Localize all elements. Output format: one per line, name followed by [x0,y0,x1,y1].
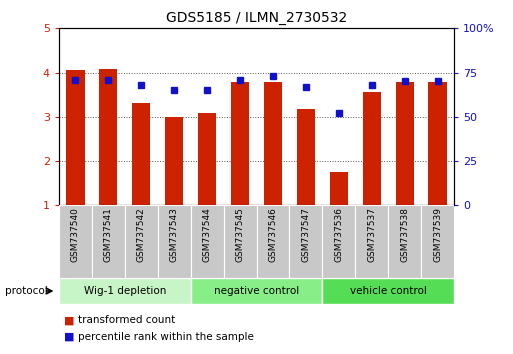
Text: ■: ■ [64,315,74,325]
Bar [231,82,249,205]
Bar [224,205,256,278]
Bar [330,172,348,205]
Bar [428,82,447,205]
Bar [297,109,315,205]
Text: transformed count: transformed count [78,315,176,325]
Bar [191,205,224,278]
Text: percentile rank within the sample: percentile rank within the sample [78,332,254,342]
Text: ■: ■ [64,332,74,342]
Text: GSM737542: GSM737542 [137,207,146,262]
Text: GSM737536: GSM737536 [334,207,343,263]
Text: GSM737545: GSM737545 [235,207,245,262]
Text: GDS5185 / ILMN_2730532: GDS5185 / ILMN_2730532 [166,11,347,25]
Bar [289,205,322,278]
Bar [396,82,413,205]
Bar [256,205,289,278]
Text: GSM737540: GSM737540 [71,207,80,262]
Bar [100,69,117,205]
Text: GSM737546: GSM737546 [268,207,278,262]
Bar [158,205,191,278]
Bar [66,70,85,205]
Bar [388,205,421,278]
Text: negative control: negative control [214,286,299,296]
Bar [198,113,216,205]
Bar [191,278,322,304]
Text: Wig-1 depletion: Wig-1 depletion [84,286,166,296]
Text: GSM737541: GSM737541 [104,207,113,262]
Bar [125,205,158,278]
Bar [165,117,183,205]
Text: GSM737544: GSM737544 [203,207,212,262]
Bar [322,205,355,278]
Text: GSM737539: GSM737539 [433,207,442,263]
Text: protocol: protocol [5,286,48,296]
Bar [92,205,125,278]
Bar [421,205,454,278]
Bar [264,82,282,205]
Text: GSM737538: GSM737538 [400,207,409,263]
Bar [355,205,388,278]
Bar [59,278,191,304]
Bar [322,278,454,304]
Text: GSM737537: GSM737537 [367,207,376,263]
Text: GSM737547: GSM737547 [301,207,310,262]
Bar [363,92,381,205]
Text: GSM737543: GSM737543 [170,207,179,262]
Bar [132,103,150,205]
Text: vehicle control: vehicle control [350,286,427,296]
Bar [59,205,92,278]
